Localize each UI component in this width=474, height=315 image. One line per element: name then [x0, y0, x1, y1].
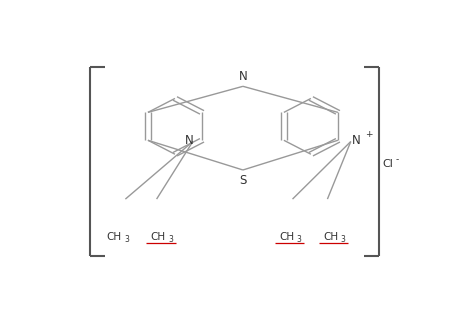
- Text: 3: 3: [341, 235, 346, 243]
- Text: Cl: Cl: [383, 159, 393, 169]
- Text: CH: CH: [280, 232, 294, 242]
- Text: CH: CH: [151, 232, 166, 242]
- Text: CH: CH: [324, 232, 338, 242]
- Text: +: +: [365, 130, 373, 139]
- Text: -: -: [396, 155, 399, 164]
- Text: 3: 3: [168, 235, 173, 243]
- Text: 3: 3: [124, 235, 129, 243]
- Text: CH: CH: [107, 232, 122, 242]
- Text: N: N: [238, 70, 247, 83]
- Text: N: N: [352, 134, 361, 147]
- Text: 3: 3: [297, 235, 301, 243]
- Text: S: S: [239, 174, 246, 187]
- Text: N: N: [185, 134, 193, 147]
